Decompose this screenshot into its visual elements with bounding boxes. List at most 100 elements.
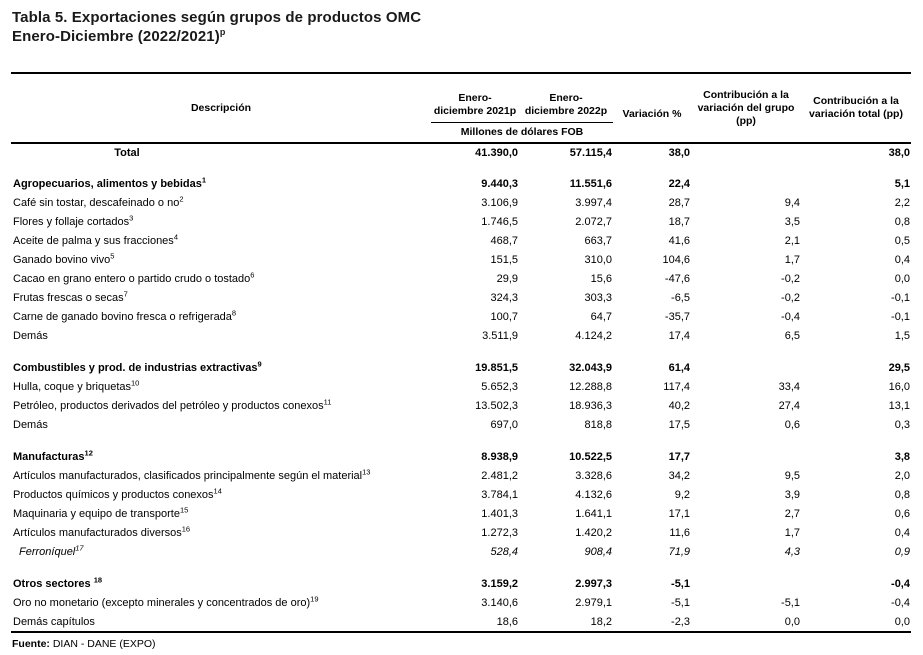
row-value-v2021: 1.746,5: [481, 216, 518, 228]
row-footnote-superscript: 19: [310, 594, 319, 604]
row-value-contrib_total: 0,4: [894, 254, 910, 266]
row-label: Manufacturas: [13, 451, 85, 463]
row-description: Aceite de palma y sus fracciones4: [11, 232, 431, 251]
row-value-variacion: -5,1: [671, 578, 690, 590]
row-value-variacion: 17,7: [668, 451, 690, 463]
table-row: Productos químicos y productos conexos14…: [11, 486, 911, 505]
row-description: Cacao en grano entero o partido crudo o …: [11, 270, 431, 289]
row-value-variacion: 117,4: [663, 381, 690, 393]
row-value-contrib_grupo: -0,2: [781, 292, 800, 304]
row-value-v2021: 324,3: [490, 292, 518, 304]
row-value-contrib_total: 0,4: [894, 527, 910, 539]
table-row: Hulla, coque y briquetas10 5.652,3 12.288,…: [11, 378, 911, 397]
table-row: Demás 697,0 818,8 17,5 0,6 0,3: [11, 416, 911, 435]
row-spacer-cell: [11, 435, 911, 448]
row-label: Carne de ganado bovino fresca o refriger…: [13, 311, 232, 323]
row-value-variacion: -47,6: [664, 273, 690, 285]
table-row: Combustibles y prod. de industrias extra…: [11, 359, 911, 378]
column-header-variacion: Variación %: [622, 107, 682, 120]
row-value-variacion: -6,5: [671, 292, 690, 304]
row-value-variacion: 17,4: [668, 330, 690, 342]
column-header-contribucion-total: Contribución a la variación total (pp): [809, 95, 903, 120]
row-value-contrib_grupo: [691, 143, 801, 162]
row-label: Total: [114, 146, 140, 159]
row-value-variacion: 22,4: [668, 178, 690, 190]
page-title-line2-text: Enero-Diciembre (2022/2021): [12, 28, 220, 45]
row-value-contrib_total: -0,1: [891, 311, 910, 323]
row-value-variacion: 11,6: [669, 527, 690, 539]
row-value-contrib_total: -0,4: [891, 597, 910, 609]
row-value-contrib_grupo: [691, 448, 801, 467]
row-description: Combustibles y prod. de industrias extra…: [11, 359, 431, 378]
row-description: Oro no monetario (excepto minerales y co…: [11, 594, 431, 613]
row-value-v2022: 310,0: [584, 254, 612, 266]
row-value-v2022: 18.936,3: [569, 400, 612, 412]
column-header-2021-line1: Enero-: [458, 91, 492, 104]
row-spacer: [11, 346, 911, 359]
row-spacer: [11, 562, 911, 575]
row-label: Flores y follaje cortados: [13, 216, 130, 228]
row-value-v2021: 2.481,2: [481, 470, 518, 482]
source-label: Fuente:: [12, 638, 50, 650]
row-value-variacion: 17,5: [668, 419, 690, 431]
row-value-contrib_total: 0,0: [894, 615, 910, 628]
page-title-superscript: p: [219, 27, 226, 37]
table-row: Café sin tostar, descafeinado o no2 3.106…: [11, 194, 911, 213]
row-footnote-superscript: 16: [181, 524, 191, 534]
row-value-v2021: 9.440,3: [481, 178, 518, 190]
row-value-v2022: 2.997,3: [575, 578, 612, 590]
row-value-v2021: 5.652,3: [481, 381, 518, 393]
row-footnote-superscript: 17: [75, 543, 84, 553]
table-row: Petróleo, productos derivados del petról…: [11, 397, 911, 416]
row-value-contrib_grupo: 3,5: [784, 216, 800, 228]
row-label: Artículos manufacturados, clasificados p…: [13, 470, 363, 482]
table-row: Ferroníquel17 528,4 908,4 71,9 4,3 0,9: [11, 543, 911, 562]
row-value-contrib_grupo: -0,4: [781, 311, 800, 323]
row-value-v2022: 818,8: [584, 419, 612, 431]
row-value-v2022: 2.072,7: [575, 216, 612, 228]
row-value-contrib_total: 13,1: [888, 400, 910, 412]
table-row: Artículos manufacturados, clasificados p…: [11, 467, 911, 486]
row-value-variacion: 17,1: [668, 508, 690, 520]
table-row: Total 41.390,0 57.115,4 38,0 38,0: [11, 143, 911, 162]
row-value-v2021: 528,4: [490, 546, 518, 558]
row-footnote-superscript: 8: [231, 308, 237, 318]
row-description: Hulla, coque y briquetas10: [11, 378, 431, 397]
row-value-contrib_grupo: 9,5: [784, 470, 800, 482]
row-value-v2022: 4.124,2: [575, 330, 612, 342]
row-value-variacion: -5,1: [671, 597, 690, 609]
row-value-v2021: 697,0: [490, 419, 518, 431]
row-value-contrib_grupo: 3,9: [784, 489, 800, 501]
row-value-v2022: 3.328,6: [575, 470, 612, 482]
row-value-contrib_total: 0,0: [894, 273, 910, 285]
row-value-v2022: 4.132,6: [575, 489, 612, 501]
row-label: Hulla, coque y briquetas: [13, 381, 132, 393]
row-description: Flores y follaje cortados3: [11, 213, 431, 232]
row-description: Demás: [11, 327, 431, 346]
row-footnote-superscript: 14: [213, 486, 222, 496]
page-title-line2: Enero-Diciembre (2022/2021)p: [12, 27, 912, 46]
row-value-variacion: 18,7: [668, 216, 690, 228]
row-value-contrib_total: 0,8: [894, 489, 910, 501]
row-value-contrib_grupo: 27,4: [778, 400, 800, 412]
column-header-2022-line1: Enero-: [549, 91, 583, 104]
row-value-variacion: 61,4: [668, 362, 690, 374]
row-spacer-cell: [11, 162, 911, 175]
row-label: Otros sectores: [13, 578, 94, 590]
table-body: Total 41.390,0 57.115,4 38,0 38,0 Agropecuari…: [11, 143, 911, 632]
row-value-contrib_total: 5,1: [894, 178, 910, 190]
table-row: Carne de ganado bovino fresca o refriger…: [11, 308, 911, 327]
row-value-contrib_grupo: -0,2: [781, 273, 800, 285]
column-header-2021: Enero- diciembre 2021p: [431, 73, 519, 123]
row-value-contrib_total: 2,0: [894, 470, 910, 482]
row-value-contrib_grupo: 9,4: [784, 197, 800, 209]
table-header: Descripción Enero- diciembre 2021p Enero…: [11, 73, 911, 143]
row-label: Oro no monetario (excepto minerales y co…: [13, 597, 311, 609]
row-value-v2021: 3.159,2: [481, 578, 518, 590]
row-value-contrib_total: 2,2: [894, 197, 910, 209]
row-description: Agropecuarios, alimentos y bebidas1: [11, 175, 431, 194]
row-value-contrib_grupo: [691, 359, 801, 378]
row-value-v2022: 15,6: [590, 273, 612, 285]
row-label: Cacao en grano entero o partido crudo o …: [13, 273, 251, 285]
row-value-variacion: -2,3: [671, 615, 690, 628]
